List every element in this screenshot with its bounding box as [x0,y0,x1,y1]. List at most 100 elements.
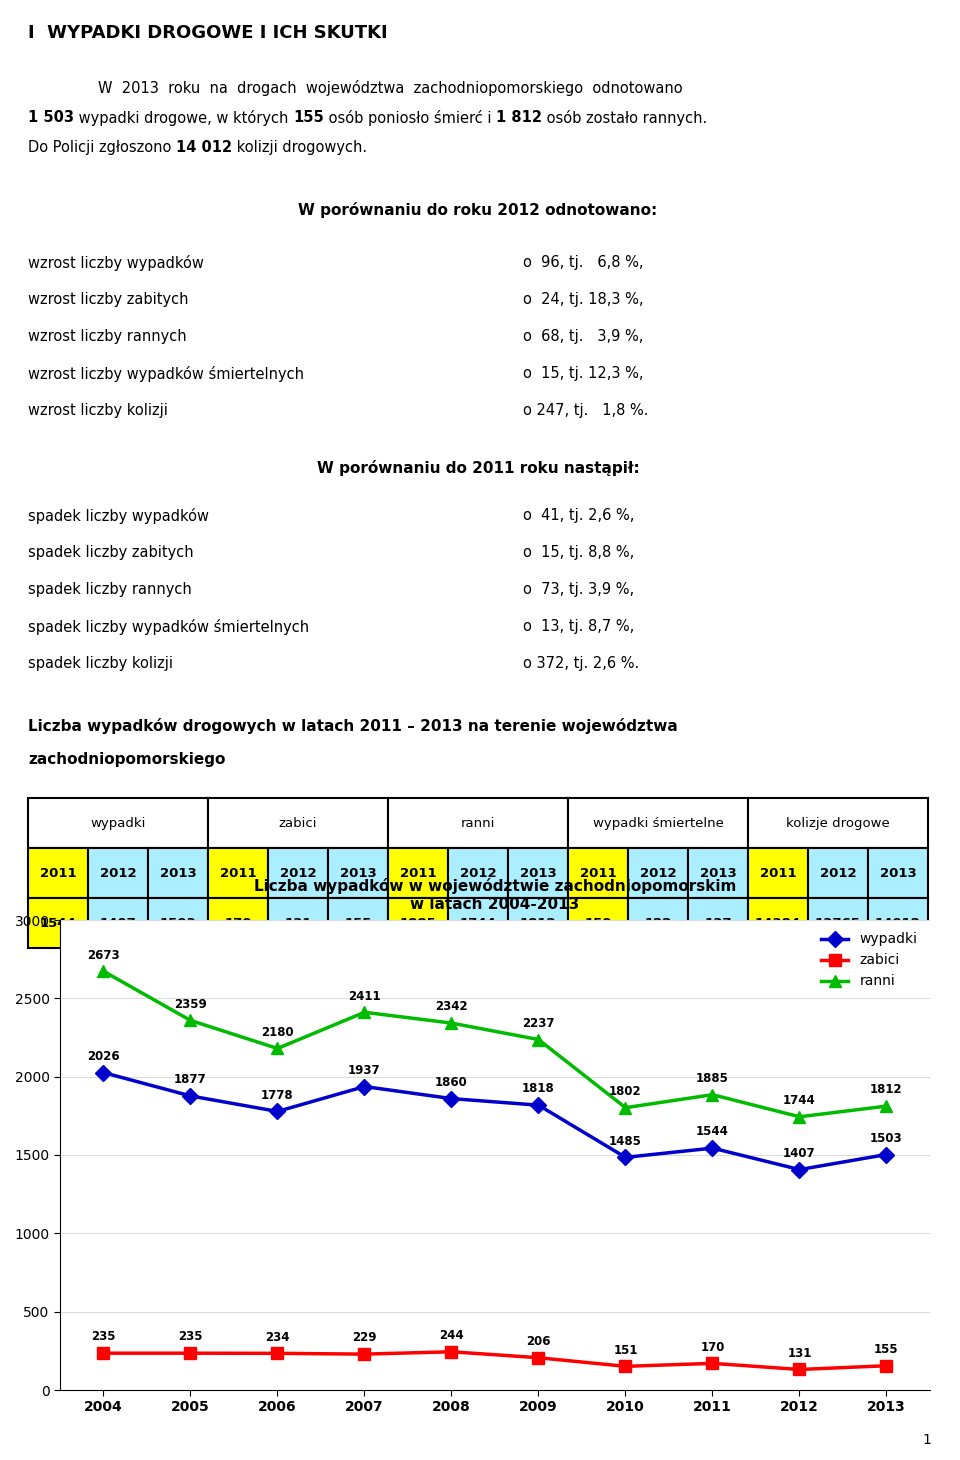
zabici [533,1349,544,1367]
Text: 1818: 1818 [522,1082,555,1095]
Bar [508,848,568,898]
Text: 1503: 1503 [870,1132,902,1145]
Text: 1885: 1885 [399,917,437,930]
Text: 2012: 2012 [279,866,316,879]
Text: o  96, tj.   6,8 %,: o 96, tj. 6,8 %, [523,255,643,270]
Text: 2342: 2342 [435,1000,468,1013]
Text: I  WYPADKI DROGOWE I ICH SKUTKI: I WYPADKI DROGOWE I ICH SKUTKI [28,23,388,42]
Bar [688,898,748,948]
Bar [268,898,328,948]
Text: 2237: 2237 [522,1016,555,1029]
Text: zabici: zabici [278,816,317,829]
Text: o  41, tj. 2,6 %,: o 41, tj. 2,6 %, [523,508,635,523]
Text: 170: 170 [225,917,252,930]
Text: 1812: 1812 [870,1083,902,1096]
Text: osób zostało rannych.: osób zostało rannych. [541,110,708,126]
wypadki [533,1096,544,1114]
Text: 122: 122 [644,917,672,930]
wypadki [98,1064,109,1082]
Bar [748,848,808,898]
Text: 2026: 2026 [87,1050,120,1063]
ranni [533,1031,544,1048]
zabici [794,1361,805,1378]
Bar [88,898,148,948]
zabici [620,1358,632,1375]
Bar [568,848,628,898]
Text: wzrost liczby wypadków śmiertelnych: wzrost liczby wypadków śmiertelnych [28,366,304,383]
Text: 151: 151 [613,1343,637,1356]
Bar [448,848,508,898]
Text: 2011: 2011 [580,866,616,879]
Text: 2011: 2011 [39,866,76,879]
Text: 2411: 2411 [348,990,381,1003]
Text: o 372, tj. 2,6 %.: o 372, tj. 2,6 %. [523,656,639,672]
Text: ranni: ranni [461,816,495,829]
Text: W  2013  roku  na  drogach  województwa  zachodniopomorskiego  odnotowano: W 2013 roku na drogach województwa zacho… [98,80,683,96]
Text: 2013: 2013 [340,866,376,879]
Text: 137: 137 [705,917,732,930]
Text: 2012: 2012 [100,866,136,879]
Text: wzrost liczby rannych: wzrost liczby rannych [28,328,186,345]
Text: 14 012: 14 012 [176,140,232,155]
ranni [184,1012,196,1029]
Text: 13765: 13765 [815,917,861,930]
Text: wypadki: wypadki [90,816,146,829]
Text: 235: 235 [91,1330,116,1343]
Text: 1485: 1485 [609,1134,642,1148]
Bar [28,799,208,848]
Bar [388,848,448,898]
Text: 2180: 2180 [261,1026,294,1038]
Text: Liczba wypadków drogowych w latach 2011 – 2013 na terenie województwa: Liczba wypadków drogowych w latach 2011 … [28,718,678,734]
ranni [272,1040,283,1057]
wypadki [445,1089,457,1107]
Bar [28,848,88,898]
Text: 131: 131 [284,917,312,930]
wypadki [272,1102,283,1120]
Bar [628,848,688,898]
Text: kolizji drogowych.: kolizji drogowych. [232,140,368,155]
zabici [98,1345,109,1362]
zabici [184,1345,196,1362]
wypadki [620,1149,632,1167]
Text: wzrost liczby kolizji: wzrost liczby kolizji [28,403,168,418]
ranni [794,1108,805,1126]
wypadki [707,1139,718,1156]
Text: 234: 234 [265,1330,290,1343]
Line: wypadki: wypadki [98,1067,892,1175]
Text: 1937: 1937 [348,1064,381,1077]
Text: o  13, tj. 8,7 %,: o 13, tj. 8,7 %, [523,619,635,634]
Bar [328,898,388,948]
Text: 206: 206 [526,1334,551,1348]
zabici [445,1343,457,1361]
Text: 2673: 2673 [87,949,120,962]
Text: 1778: 1778 [261,1089,294,1102]
Bar [208,898,268,948]
Text: kolizje drogowe: kolizje drogowe [786,816,890,829]
Bar [568,799,748,848]
Bar [628,898,688,948]
Text: wzrost liczby zabitych: wzrost liczby zabitych [28,292,188,307]
Text: 1544: 1544 [696,1126,729,1139]
Text: 1860: 1860 [435,1076,468,1089]
Text: 14384: 14384 [755,917,801,930]
Bar [748,898,808,948]
Bar [808,848,868,898]
Text: 1503: 1503 [159,917,197,930]
Line: ranni: ranni [98,965,892,1123]
Text: 1: 1 [923,1434,931,1447]
Text: 1 812: 1 812 [496,110,541,126]
Text: 2011: 2011 [399,866,436,879]
Text: o  68, tj.   3,9 %,: o 68, tj. 3,9 %, [523,328,643,345]
Bar [388,898,448,948]
Text: 1407: 1407 [783,1148,816,1159]
Text: osób poniosło śmierć i: osób poniosło śmierć i [324,110,496,126]
Text: 1744: 1744 [783,1094,816,1107]
Text: 1812: 1812 [519,917,556,930]
Text: 1544: 1544 [39,917,77,930]
Text: o 247, tj.   1,8 %.: o 247, tj. 1,8 %. [523,403,649,418]
Text: 2013: 2013 [159,866,197,879]
Bar [208,799,388,848]
Text: o  24, tj. 18,3 %,: o 24, tj. 18,3 %, [523,292,643,307]
Text: 1877: 1877 [174,1073,206,1086]
Text: spadek liczby rannych: spadek liczby rannych [28,583,192,597]
